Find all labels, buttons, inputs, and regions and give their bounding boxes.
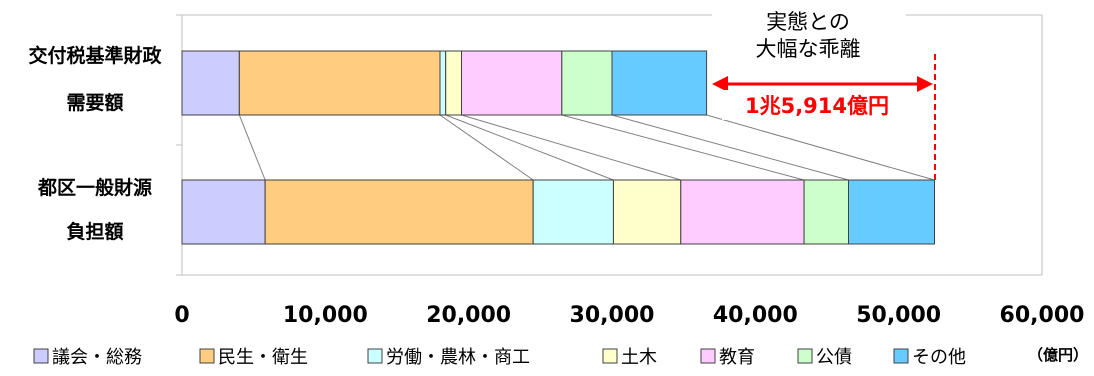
legend-label: 労働・農林・商工 — [386, 347, 530, 368]
bar-segment — [264, 179, 534, 245]
x-tick-label: 30,000 — [570, 303, 655, 328]
bar-segment — [445, 50, 463, 116]
bar-segment — [439, 50, 447, 116]
connector-line — [706, 114, 935, 181]
legend-label: 教育 — [719, 347, 755, 368]
legend-swatch — [199, 348, 215, 364]
bar-segment — [611, 50, 708, 116]
bar-segment — [461, 50, 563, 116]
legend-label: 議会・総務 — [52, 347, 142, 368]
bar-segment — [803, 179, 849, 245]
x-tick-label: 60,000 — [1000, 303, 1085, 328]
gap-arrow-right-head — [917, 76, 933, 92]
category-label-line1: 交付税基準財政 — [28, 44, 162, 67]
legend-swatch — [893, 348, 909, 364]
category-label-line1: 都区一般財源 — [37, 176, 152, 199]
bar-segment — [181, 179, 266, 245]
annotation-note-line1: 実態との — [766, 10, 850, 34]
legend-label: その他 — [912, 347, 966, 368]
gap-label-box — [722, 90, 912, 120]
legend-swatch — [602, 348, 618, 364]
unit-label: （億円） — [1028, 346, 1088, 364]
connector-line — [561, 114, 805, 181]
legend-swatch — [367, 348, 383, 364]
x-tick-labels: 0 10,000 20,000 30,000 40,000 50,000 60,000 — [174, 303, 1084, 328]
bar-segment — [532, 179, 614, 245]
connector-line — [445, 114, 614, 181]
legend-swatch — [797, 348, 813, 364]
connector-line — [238, 114, 266, 181]
legend-swatch — [700, 348, 716, 364]
gap-arrow-left-head — [712, 76, 728, 92]
bar-segment — [680, 179, 805, 245]
x-tick-label: 20,000 — [426, 303, 511, 328]
legend: 議会・総務 民生・衛生 労働・農林・商工 土木 教育 公債 その他 — [33, 347, 966, 368]
x-tick-label: 0 — [174, 303, 189, 328]
connector-line — [439, 114, 534, 181]
category-label-line2: 負担額 — [66, 220, 123, 243]
connector-line — [461, 114, 681, 181]
bar-segment — [848, 179, 935, 245]
annotation-note-line2: 大幅な乖離 — [756, 37, 861, 61]
bar-segment — [612, 179, 682, 245]
legend-label: 公債 — [816, 347, 852, 368]
connector-lines — [238, 114, 935, 181]
x-tick-label: 40,000 — [713, 303, 798, 328]
connector-line — [611, 114, 849, 181]
annotation-note-box — [712, 5, 906, 65]
bar-segment — [561, 50, 613, 116]
legend-label: 民生・衛生 — [218, 347, 308, 368]
bar-segments — [181, 50, 935, 245]
gap-label: 1兆5,914億円 — [745, 94, 889, 118]
bar-segment — [181, 50, 240, 116]
x-tick-label: 10,000 — [283, 303, 368, 328]
x-tick-label: 50,000 — [856, 303, 941, 328]
legend-label: 土木 — [621, 347, 657, 368]
category-label-line2: 需要額 — [66, 91, 123, 114]
legend-swatch — [33, 348, 49, 364]
bar-segment — [238, 50, 441, 116]
